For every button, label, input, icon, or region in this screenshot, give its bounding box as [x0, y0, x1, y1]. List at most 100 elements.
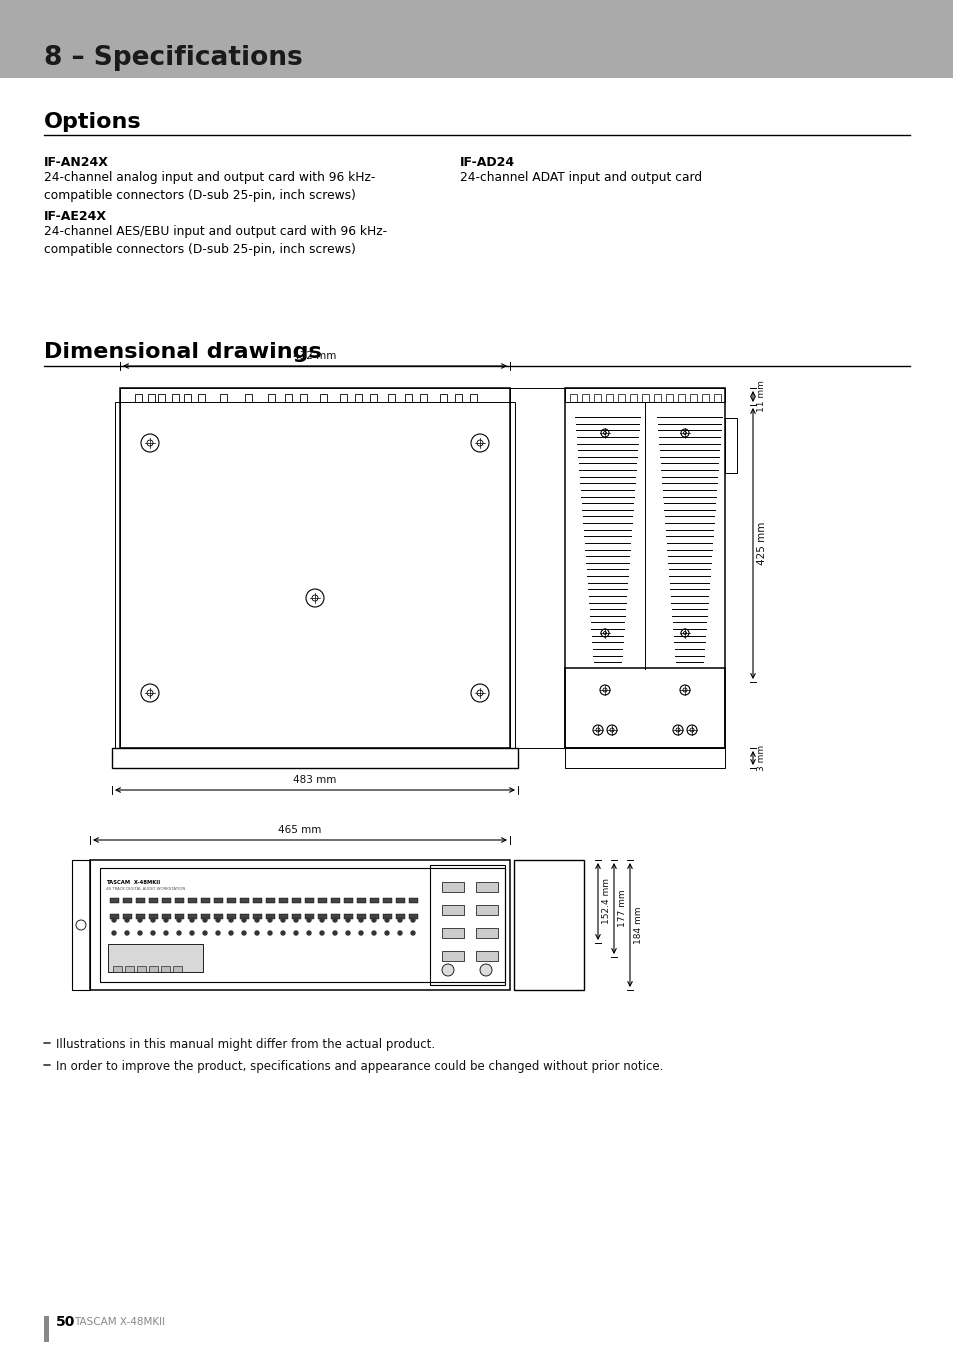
Bar	[409, 898, 417, 903]
Circle shape	[268, 918, 272, 922]
Bar	[382, 914, 392, 919]
Bar	[213, 898, 223, 903]
Circle shape	[164, 918, 168, 922]
Circle shape	[372, 918, 375, 922]
Bar	[123, 914, 132, 919]
Bar	[172, 967, 182, 972]
Circle shape	[215, 931, 220, 936]
Bar	[137, 967, 146, 972]
Bar	[409, 914, 417, 919]
Bar	[0, 0, 953, 78]
Bar	[510, 402, 515, 748]
Bar	[569, 394, 577, 402]
Circle shape	[385, 931, 389, 936]
Circle shape	[372, 931, 375, 936]
Bar	[71, 860, 90, 990]
Circle shape	[333, 918, 336, 922]
Circle shape	[164, 931, 168, 936]
Circle shape	[203, 931, 207, 936]
Circle shape	[441, 964, 454, 976]
Bar	[148, 394, 154, 402]
Text: 8 – Specifications: 8 – Specifications	[44, 45, 302, 72]
Bar	[115, 402, 120, 748]
Bar	[220, 394, 227, 402]
Bar	[174, 898, 184, 903]
Bar	[162, 914, 171, 919]
Bar	[149, 967, 158, 972]
Bar	[266, 898, 274, 903]
Bar	[299, 394, 307, 402]
Bar	[665, 394, 672, 402]
Bar	[356, 898, 366, 903]
Circle shape	[346, 918, 350, 922]
Circle shape	[254, 931, 258, 936]
Bar	[419, 394, 427, 402]
Circle shape	[112, 918, 116, 922]
Bar	[476, 904, 497, 915]
Bar	[100, 868, 504, 981]
Bar	[689, 394, 697, 402]
Circle shape	[281, 918, 285, 922]
Text: 11 mm: 11 mm	[757, 381, 765, 413]
Text: 483 mm: 483 mm	[293, 775, 336, 784]
Bar	[227, 898, 235, 903]
Bar	[476, 927, 497, 938]
Text: 24-channel AES/EBU input and output card with 96 kHz-
compatible connectors (D-s: 24-channel AES/EBU input and output card…	[44, 225, 387, 255]
Circle shape	[177, 918, 181, 922]
Circle shape	[125, 918, 129, 922]
Bar	[253, 898, 262, 903]
Circle shape	[229, 931, 233, 936]
Text: 432 mm: 432 mm	[293, 351, 336, 360]
Bar	[161, 967, 170, 972]
Bar	[344, 898, 353, 903]
Bar	[162, 898, 171, 903]
Bar	[149, 898, 158, 903]
Text: 425 mm: 425 mm	[757, 522, 766, 566]
Bar	[174, 914, 184, 919]
Bar	[355, 394, 361, 402]
Circle shape	[397, 918, 401, 922]
Bar	[184, 394, 191, 402]
Bar	[110, 898, 119, 903]
Circle shape	[151, 931, 154, 936]
Circle shape	[242, 918, 246, 922]
Bar	[344, 914, 353, 919]
Text: TASCAM  X-48MKII: TASCAM X-48MKII	[106, 880, 160, 886]
Bar	[305, 914, 314, 919]
Bar	[618, 394, 624, 402]
Circle shape	[203, 918, 207, 922]
Bar	[253, 914, 262, 919]
Circle shape	[242, 931, 246, 936]
Text: 184 mm: 184 mm	[634, 906, 642, 944]
Bar	[405, 394, 412, 402]
Circle shape	[190, 931, 193, 936]
Circle shape	[215, 918, 220, 922]
Bar	[370, 914, 378, 919]
Bar	[370, 394, 376, 402]
Bar	[441, 904, 463, 915]
Bar	[172, 394, 179, 402]
Bar	[701, 394, 708, 402]
Bar	[278, 914, 288, 919]
Bar	[227, 914, 235, 919]
Bar	[317, 914, 327, 919]
Text: Options: Options	[44, 112, 141, 132]
Bar	[564, 387, 724, 402]
Bar	[135, 394, 142, 402]
Circle shape	[307, 931, 311, 936]
Bar	[198, 394, 205, 402]
Bar	[441, 927, 463, 938]
Bar	[356, 914, 366, 919]
Circle shape	[411, 931, 415, 936]
Bar	[123, 898, 132, 903]
Bar	[213, 914, 223, 919]
Bar	[514, 860, 583, 990]
Circle shape	[411, 918, 415, 922]
Bar	[388, 394, 395, 402]
Text: 50: 50	[56, 1315, 75, 1328]
Bar	[441, 950, 463, 961]
Bar	[339, 394, 347, 402]
Text: 24-channel ADAT input and output card: 24-channel ADAT input and output card	[459, 171, 701, 184]
Text: IF-AN24X: IF-AN24X	[44, 157, 109, 169]
Circle shape	[151, 918, 154, 922]
